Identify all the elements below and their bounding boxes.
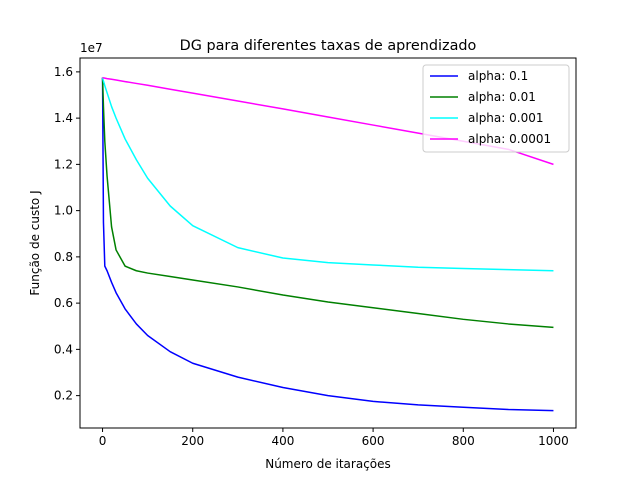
legend-label-2: alpha: 0.001 [468,111,543,125]
y-tick-label: 1.4 [54,111,73,125]
series-line-0 [101,77,554,412]
y-axis-label: Função de custo J [28,190,42,295]
legend-box [422,64,570,153]
chart-title: DG para diferentes taxas de aprendizado [180,38,477,54]
series-line-3 [102,76,554,166]
series-line-1 [101,77,554,329]
x-tick-label: 800 [452,434,475,448]
legend: alpha: 0.1 alpha: 0.01 alpha: 0.001 alpha: … [422,64,570,153]
x-tick-label: 600 [362,434,385,448]
x-axis-label: Número de itarações [265,457,391,471]
y-tick-label: 0.2 [54,389,73,403]
x-tick-label: 400 [271,434,294,448]
series-lines [101,76,554,412]
x-tick-label: 0 [99,434,107,448]
x-tick-label: 1000 [538,434,569,448]
x-axis-ticks: 0 200 400 600 800 1000 [99,428,569,448]
axes-frame [79,57,577,429]
y-tick-label: 0.6 [54,296,73,310]
y-tick-label: 0.4 [54,342,73,356]
y-tick-label: 1.0 [54,204,73,218]
legend-label-0: alpha: 0.1 [468,69,528,83]
y-axis-ticks: 0.2 0.4 0.6 0.8 1.0 1.2 1.4 1.6 [54,65,80,403]
legend-label-3: alpha: 0.0001 [468,132,551,146]
y-tick-label: 1.6 [54,65,73,79]
series-line-2 [101,77,554,272]
legend-label-1: alpha: 0.01 [468,90,536,104]
y-offset-label: 1e7 [80,41,103,55]
y-tick-label: 1.2 [54,157,73,171]
y-tick-label: 0.8 [54,250,73,264]
x-tick-label: 200 [181,434,204,448]
